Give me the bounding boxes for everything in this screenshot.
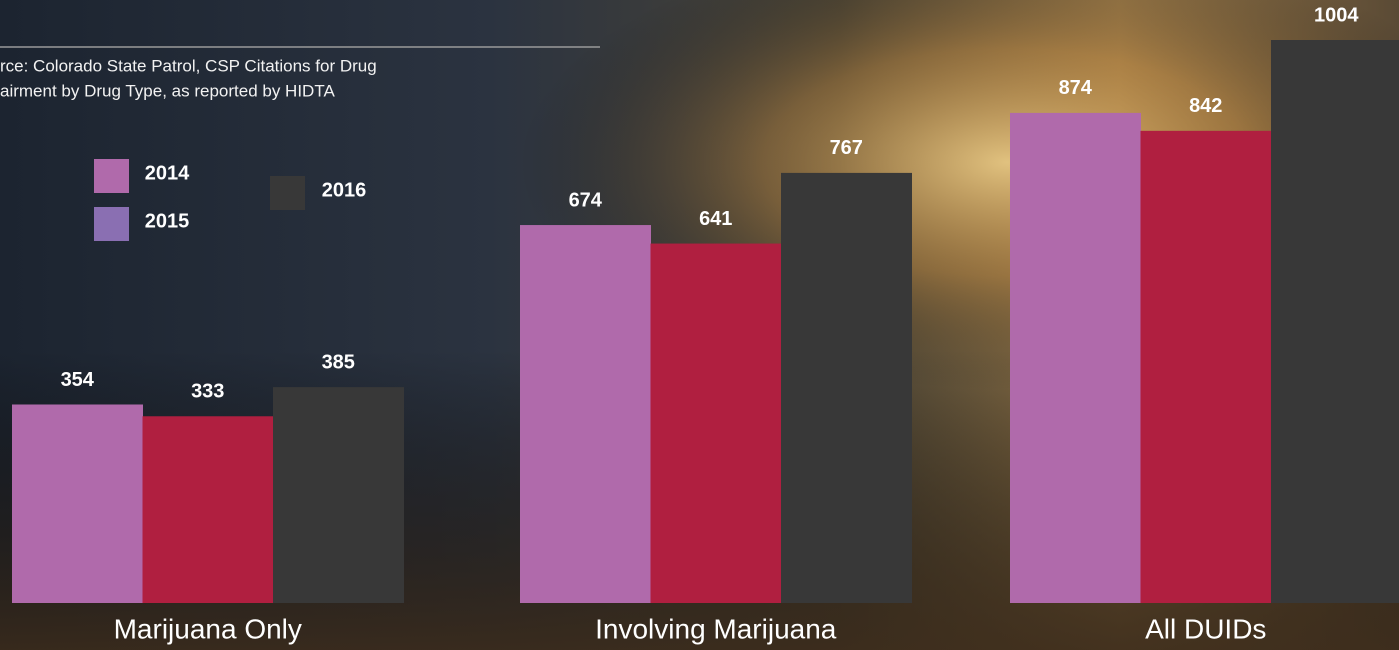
- bar: [520, 225, 651, 603]
- bar: [781, 172, 912, 603]
- value-label: 354: [61, 369, 95, 391]
- value-label: 767: [830, 137, 863, 159]
- category-label: Involving Marijuana: [595, 613, 837, 644]
- category-label: Marijuana Only: [114, 613, 302, 644]
- source-line: rce: Colorado State Patrol, CSP Citation…: [0, 56, 377, 75]
- value-label: 641: [699, 208, 732, 230]
- legend-label: 2016: [322, 179, 367, 201]
- bar: [273, 387, 404, 603]
- bar: [12, 404, 143, 603]
- category-label: All DUIDs: [1145, 613, 1266, 644]
- bar: [1140, 130, 1272, 603]
- source-line: airment by Drug Type, as reported by HID…: [0, 81, 335, 100]
- bar: [1271, 40, 1399, 603]
- legend-swatch: [94, 159, 129, 193]
- legend-label: 2014: [145, 162, 190, 184]
- legend-swatch: [94, 207, 129, 241]
- value-label: 674: [569, 189, 603, 211]
- value-label: 874: [1059, 77, 1093, 99]
- bar: [142, 416, 274, 603]
- value-label: 385: [322, 351, 355, 373]
- legend-label: 2015: [145, 210, 190, 232]
- legend-swatch: [270, 176, 305, 210]
- bar: [650, 243, 782, 603]
- value-label: 333: [191, 381, 224, 403]
- bar: [1010, 112, 1141, 603]
- value-label: 842: [1189, 95, 1222, 117]
- value-label: 1004: [1314, 4, 1359, 26]
